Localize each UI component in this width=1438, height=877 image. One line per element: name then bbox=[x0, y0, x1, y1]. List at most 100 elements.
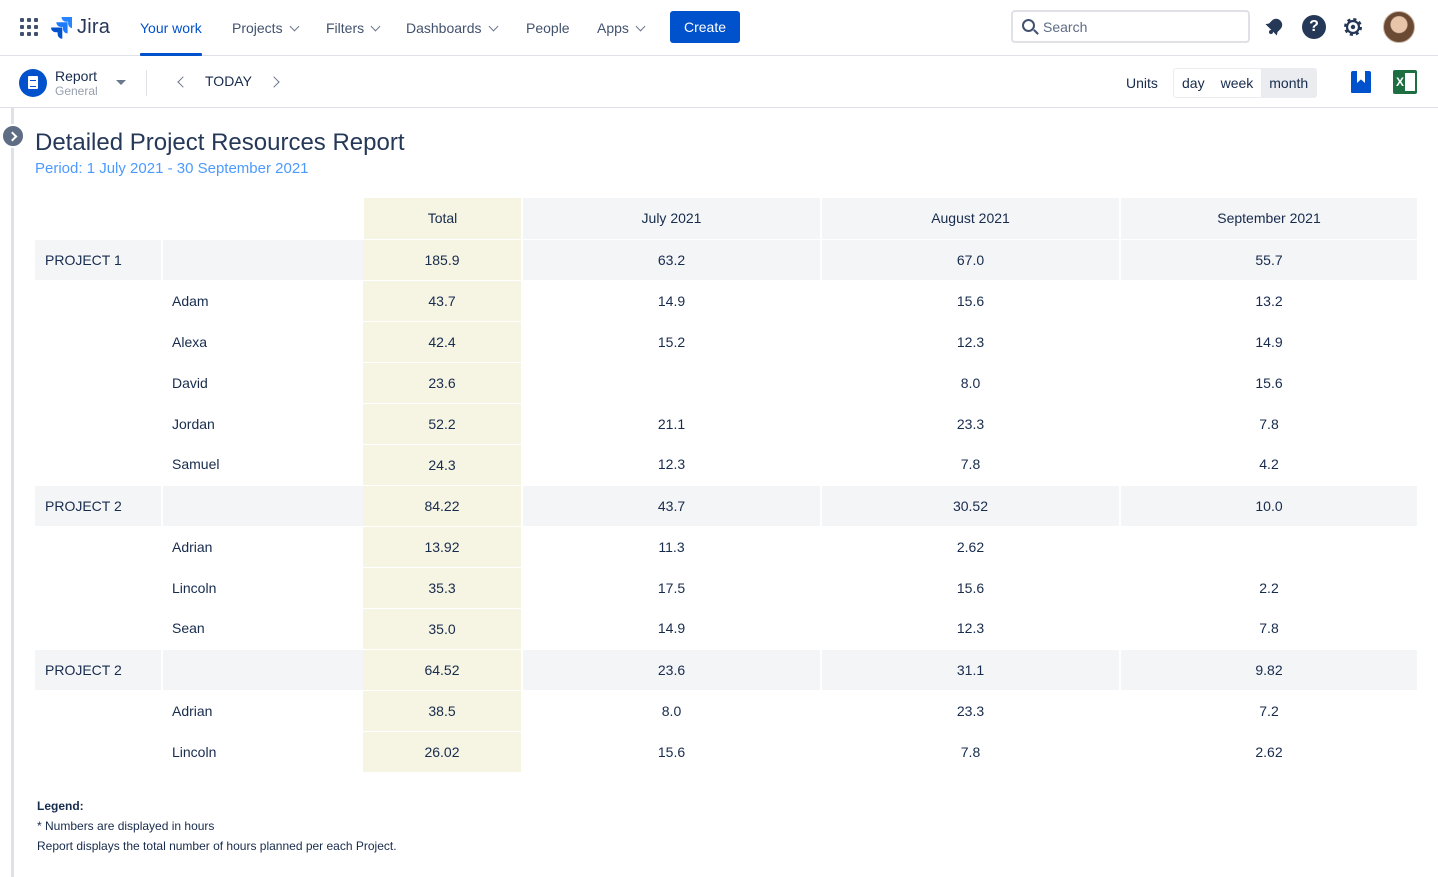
person-month-value: 2.62 bbox=[1120, 731, 1419, 772]
table-row: Alexa 42.4 15.2 12.3 14.9 bbox=[35, 320, 1419, 362]
row-spacer bbox=[35, 526, 162, 567]
person-name: Lincoln bbox=[172, 743, 217, 760]
person-total: 13.92 bbox=[363, 525, 523, 567]
jira-logo-text: Jira bbox=[77, 15, 111, 38]
table-row: Adrian 38.5 8.0 23.3 7.2 bbox=[35, 689, 1419, 731]
jira-logo[interactable]: Jira bbox=[50, 14, 110, 40]
project-month-value: 9.82 bbox=[1120, 648, 1419, 691]
table-header-row: Total July 2021 August 2021 September 20… bbox=[35, 198, 1419, 239]
project-row: PROJECT 1 185.9 63.2 67.0 55.7 bbox=[35, 238, 1419, 281]
legend-line: Report displays the total number of hour… bbox=[37, 839, 397, 853]
person-month-value: 23.3 bbox=[821, 690, 1121, 731]
nav-apps-label: Apps bbox=[597, 20, 629, 36]
person-month-value: 7.8 bbox=[1120, 403, 1419, 444]
person-month-value: 17.5 bbox=[522, 567, 822, 608]
person-name: Jordan bbox=[172, 415, 215, 432]
caret-down-icon[interactable] bbox=[116, 80, 126, 85]
project-total: 64.52 bbox=[363, 648, 523, 691]
chevron-down-icon bbox=[370, 21, 381, 31]
person-month-value: 15.6 bbox=[821, 280, 1121, 321]
row-spacer bbox=[35, 608, 162, 649]
settings-icon[interactable] bbox=[1341, 15, 1365, 39]
notifications-icon[interactable] bbox=[1262, 15, 1286, 39]
report-toolbar: Report General TODAY Units day week mont… bbox=[0, 56, 1438, 108]
row-spacer bbox=[35, 321, 162, 362]
excel-export-icon[interactable] bbox=[1393, 70, 1417, 94]
person-name: Samuel bbox=[172, 456, 220, 473]
search-box[interactable] bbox=[1011, 10, 1250, 43]
chevron-down-icon bbox=[488, 21, 498, 31]
person-month-value: 8.0 bbox=[821, 362, 1121, 403]
project-spacer bbox=[162, 484, 363, 527]
bookmark-icon[interactable] bbox=[1351, 71, 1371, 93]
avatar[interactable] bbox=[1383, 11, 1415, 43]
project-name: PROJECT 1 bbox=[35, 238, 163, 281]
nav-apps[interactable]: Apps bbox=[597, 0, 646, 56]
person-month-value bbox=[1120, 526, 1419, 567]
person-month-value: 21.1 bbox=[522, 403, 822, 444]
person-total: 42.4 bbox=[363, 320, 523, 362]
chevron-down-icon bbox=[289, 21, 300, 31]
person-name: Lincoln bbox=[172, 579, 217, 596]
expand-sidebar-icon[interactable] bbox=[1, 124, 25, 148]
person-month-value: 2.62 bbox=[821, 526, 1121, 567]
person-total: 52.2 bbox=[363, 402, 523, 444]
project-month-value: 43.7 bbox=[522, 484, 822, 527]
create-button[interactable]: Create bbox=[670, 11, 740, 43]
nav-filters[interactable]: Filters bbox=[326, 0, 381, 56]
nav-your-work-label: Your work bbox=[140, 20, 202, 36]
legend-line: * Numbers are displayed in hours bbox=[37, 819, 215, 833]
table-row: Adam 43.7 14.9 15.6 13.2 bbox=[35, 279, 1419, 321]
nav-your-work[interactable]: Your work bbox=[140, 0, 202, 56]
project-month-value: 67.0 bbox=[821, 238, 1121, 281]
person-name: Adam bbox=[172, 292, 209, 309]
report-table: Total July 2021 August 2021 September 20… bbox=[35, 198, 1419, 772]
person-month-value: 2.2 bbox=[1120, 567, 1419, 608]
chevron-down-icon bbox=[635, 21, 646, 31]
jira-logo-icon bbox=[51, 17, 72, 39]
person-name: Alexa bbox=[172, 333, 208, 350]
person-total: 23.6 bbox=[363, 361, 523, 403]
legend: Legend: * Numbers are displayed in hours… bbox=[37, 796, 397, 856]
person-month-value: 11.3 bbox=[522, 526, 822, 567]
unit-month[interactable]: month bbox=[1261, 69, 1317, 97]
project-row: PROJECT 2 64.52 23.6 31.1 9.82 bbox=[35, 648, 1419, 691]
person-name: Adrian bbox=[172, 538, 213, 555]
nav-filters-label: Filters bbox=[326, 20, 365, 36]
page-title: Detailed Project Resources Report bbox=[35, 129, 405, 156]
nav-people[interactable]: People bbox=[526, 0, 570, 56]
person-month-value: 12.3 bbox=[821, 321, 1121, 362]
project-name: PROJECT 2 bbox=[35, 648, 163, 691]
nav-dashboards[interactable]: Dashboards bbox=[406, 0, 498, 56]
table-row: Samuel 24.3 12.3 7.8 4.2 bbox=[35, 443, 1419, 485]
nav-dashboards-label: Dashboards bbox=[406, 20, 482, 36]
person-month-value: 15.6 bbox=[821, 567, 1121, 608]
units-toggle: day week month bbox=[1173, 68, 1318, 98]
project-month-value: 23.6 bbox=[522, 648, 822, 691]
row-spacer bbox=[35, 690, 162, 731]
nav-people-label: People bbox=[526, 20, 570, 36]
nav-projects[interactable]: Projects bbox=[232, 0, 300, 56]
row-spacer bbox=[35, 444, 162, 485]
report-selector-subtitle: General bbox=[55, 84, 98, 98]
unit-day[interactable]: day bbox=[1182, 75, 1205, 91]
person-month-value: 15.2 bbox=[522, 321, 822, 362]
report-selector-title[interactable]: Report bbox=[55, 68, 98, 84]
table-row: Jordan 52.2 21.1 23.3 7.8 bbox=[35, 402, 1419, 444]
search-input[interactable] bbox=[1043, 16, 1243, 38]
column-header: Total bbox=[363, 198, 523, 239]
column-header: July 2021 bbox=[522, 198, 822, 239]
chevron-right-icon[interactable] bbox=[268, 76, 280, 88]
project-spacer bbox=[162, 238, 363, 281]
today-button[interactable]: TODAY bbox=[205, 73, 252, 89]
table-row: Sean 35.0 14.9 12.3 7.8 bbox=[35, 607, 1419, 649]
row-spacer bbox=[35, 567, 162, 608]
person-name: Adrian bbox=[172, 702, 213, 719]
chevron-left-icon[interactable] bbox=[177, 76, 189, 88]
person-month-value: 13.2 bbox=[1120, 280, 1419, 321]
header-blank bbox=[162, 198, 364, 239]
app-switcher-icon[interactable] bbox=[20, 18, 38, 36]
project-month-value: 30.52 bbox=[821, 484, 1121, 527]
help-icon[interactable]: ? bbox=[1302, 15, 1326, 39]
unit-week[interactable]: week bbox=[1220, 75, 1254, 91]
